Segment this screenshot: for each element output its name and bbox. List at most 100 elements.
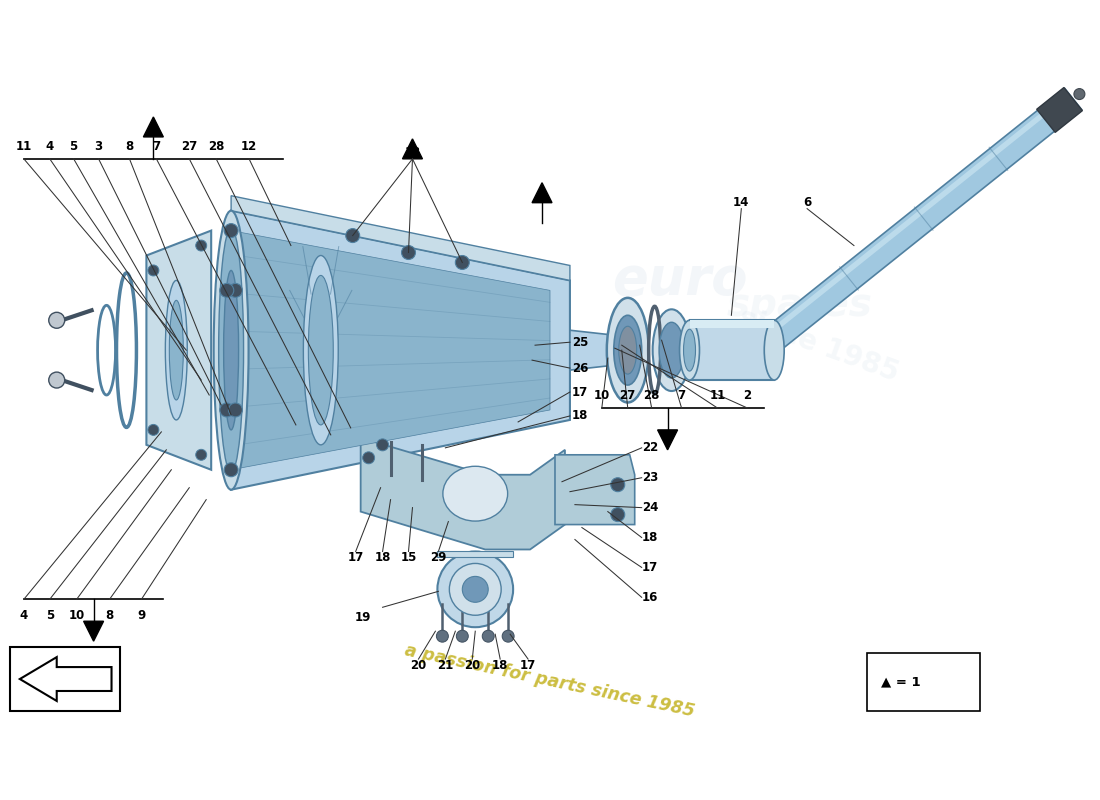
Text: 12: 12	[241, 140, 257, 153]
Polygon shape	[438, 551, 513, 558]
Text: 4: 4	[20, 610, 28, 622]
Text: 4: 4	[45, 140, 54, 153]
Ellipse shape	[607, 298, 649, 402]
Ellipse shape	[223, 270, 239, 430]
Text: 22: 22	[641, 442, 658, 454]
Circle shape	[482, 630, 494, 642]
Ellipse shape	[652, 310, 691, 391]
Circle shape	[229, 283, 242, 298]
Ellipse shape	[219, 228, 243, 472]
Ellipse shape	[308, 275, 333, 425]
Text: 26: 26	[572, 362, 588, 374]
Text: 20: 20	[464, 659, 481, 672]
Text: 3: 3	[95, 140, 102, 153]
Text: 7: 7	[152, 140, 161, 153]
Ellipse shape	[169, 300, 184, 400]
Polygon shape	[361, 438, 565, 550]
Ellipse shape	[213, 210, 249, 490]
Circle shape	[345, 229, 360, 242]
Polygon shape	[10, 647, 120, 711]
Circle shape	[462, 576, 488, 602]
Polygon shape	[690, 320, 774, 380]
Polygon shape	[403, 139, 422, 159]
Ellipse shape	[443, 466, 507, 521]
Circle shape	[1074, 89, 1085, 99]
Text: 10: 10	[68, 610, 85, 622]
Polygon shape	[768, 92, 1070, 335]
Polygon shape	[84, 622, 103, 641]
Ellipse shape	[165, 281, 187, 420]
Polygon shape	[658, 430, 678, 450]
Polygon shape	[532, 182, 552, 202]
Circle shape	[450, 563, 502, 615]
Text: 6: 6	[803, 196, 811, 209]
Text: 18: 18	[374, 551, 390, 565]
Text: a passion for parts since 1985: a passion for parts since 1985	[404, 642, 696, 721]
Circle shape	[48, 312, 65, 328]
Circle shape	[456, 630, 469, 642]
Ellipse shape	[614, 315, 641, 385]
Circle shape	[438, 551, 513, 627]
Circle shape	[224, 462, 238, 477]
Ellipse shape	[683, 330, 695, 371]
Polygon shape	[143, 117, 163, 137]
Polygon shape	[231, 196, 570, 281]
Text: 14: 14	[733, 196, 749, 209]
Ellipse shape	[304, 255, 338, 445]
Text: 18: 18	[641, 531, 658, 544]
Circle shape	[455, 255, 470, 270]
Circle shape	[376, 439, 388, 451]
Circle shape	[220, 403, 234, 417]
Text: 27: 27	[619, 389, 636, 402]
Polygon shape	[1036, 87, 1082, 132]
Text: 2: 2	[744, 389, 751, 402]
Polygon shape	[570, 330, 615, 370]
Circle shape	[224, 224, 238, 238]
Text: 8: 8	[125, 140, 133, 153]
Text: 5: 5	[69, 140, 78, 153]
Circle shape	[402, 246, 416, 259]
Circle shape	[503, 630, 514, 642]
Circle shape	[610, 508, 625, 522]
Text: 28: 28	[644, 389, 660, 402]
Text: ▲ = 1: ▲ = 1	[881, 675, 921, 689]
Text: 15: 15	[400, 551, 417, 565]
Circle shape	[229, 403, 242, 417]
Text: spares: spares	[726, 286, 872, 324]
Polygon shape	[690, 320, 774, 328]
Circle shape	[610, 478, 625, 492]
Ellipse shape	[680, 320, 700, 380]
Text: 17: 17	[520, 659, 536, 672]
Text: 13: 13	[405, 146, 420, 159]
Polygon shape	[556, 455, 635, 525]
Text: 11: 11	[15, 140, 32, 153]
FancyBboxPatch shape	[867, 653, 979, 711]
Text: 25: 25	[572, 336, 588, 349]
Text: 24: 24	[641, 501, 658, 514]
Text: 11: 11	[710, 389, 726, 402]
Polygon shape	[20, 657, 111, 701]
Text: 16: 16	[641, 591, 658, 604]
Text: euro: euro	[612, 254, 747, 306]
Ellipse shape	[619, 326, 637, 374]
Text: 10: 10	[594, 389, 609, 402]
Text: 21: 21	[437, 659, 453, 672]
Text: 20: 20	[410, 659, 427, 672]
Text: 17: 17	[572, 386, 588, 398]
Text: 18: 18	[492, 659, 508, 672]
Text: 19: 19	[354, 611, 371, 624]
Circle shape	[48, 372, 65, 388]
Text: 17: 17	[641, 561, 658, 574]
Circle shape	[220, 283, 234, 298]
Text: 23: 23	[641, 471, 658, 484]
Ellipse shape	[764, 320, 784, 380]
Text: since 1985: since 1985	[735, 303, 903, 387]
Circle shape	[196, 450, 207, 460]
Text: 18: 18	[572, 410, 588, 422]
Text: 8: 8	[106, 610, 113, 622]
Circle shape	[437, 630, 449, 642]
Circle shape	[147, 265, 158, 276]
Text: 7: 7	[678, 389, 685, 402]
Text: 9: 9	[138, 610, 145, 622]
Text: 29: 29	[430, 551, 447, 565]
